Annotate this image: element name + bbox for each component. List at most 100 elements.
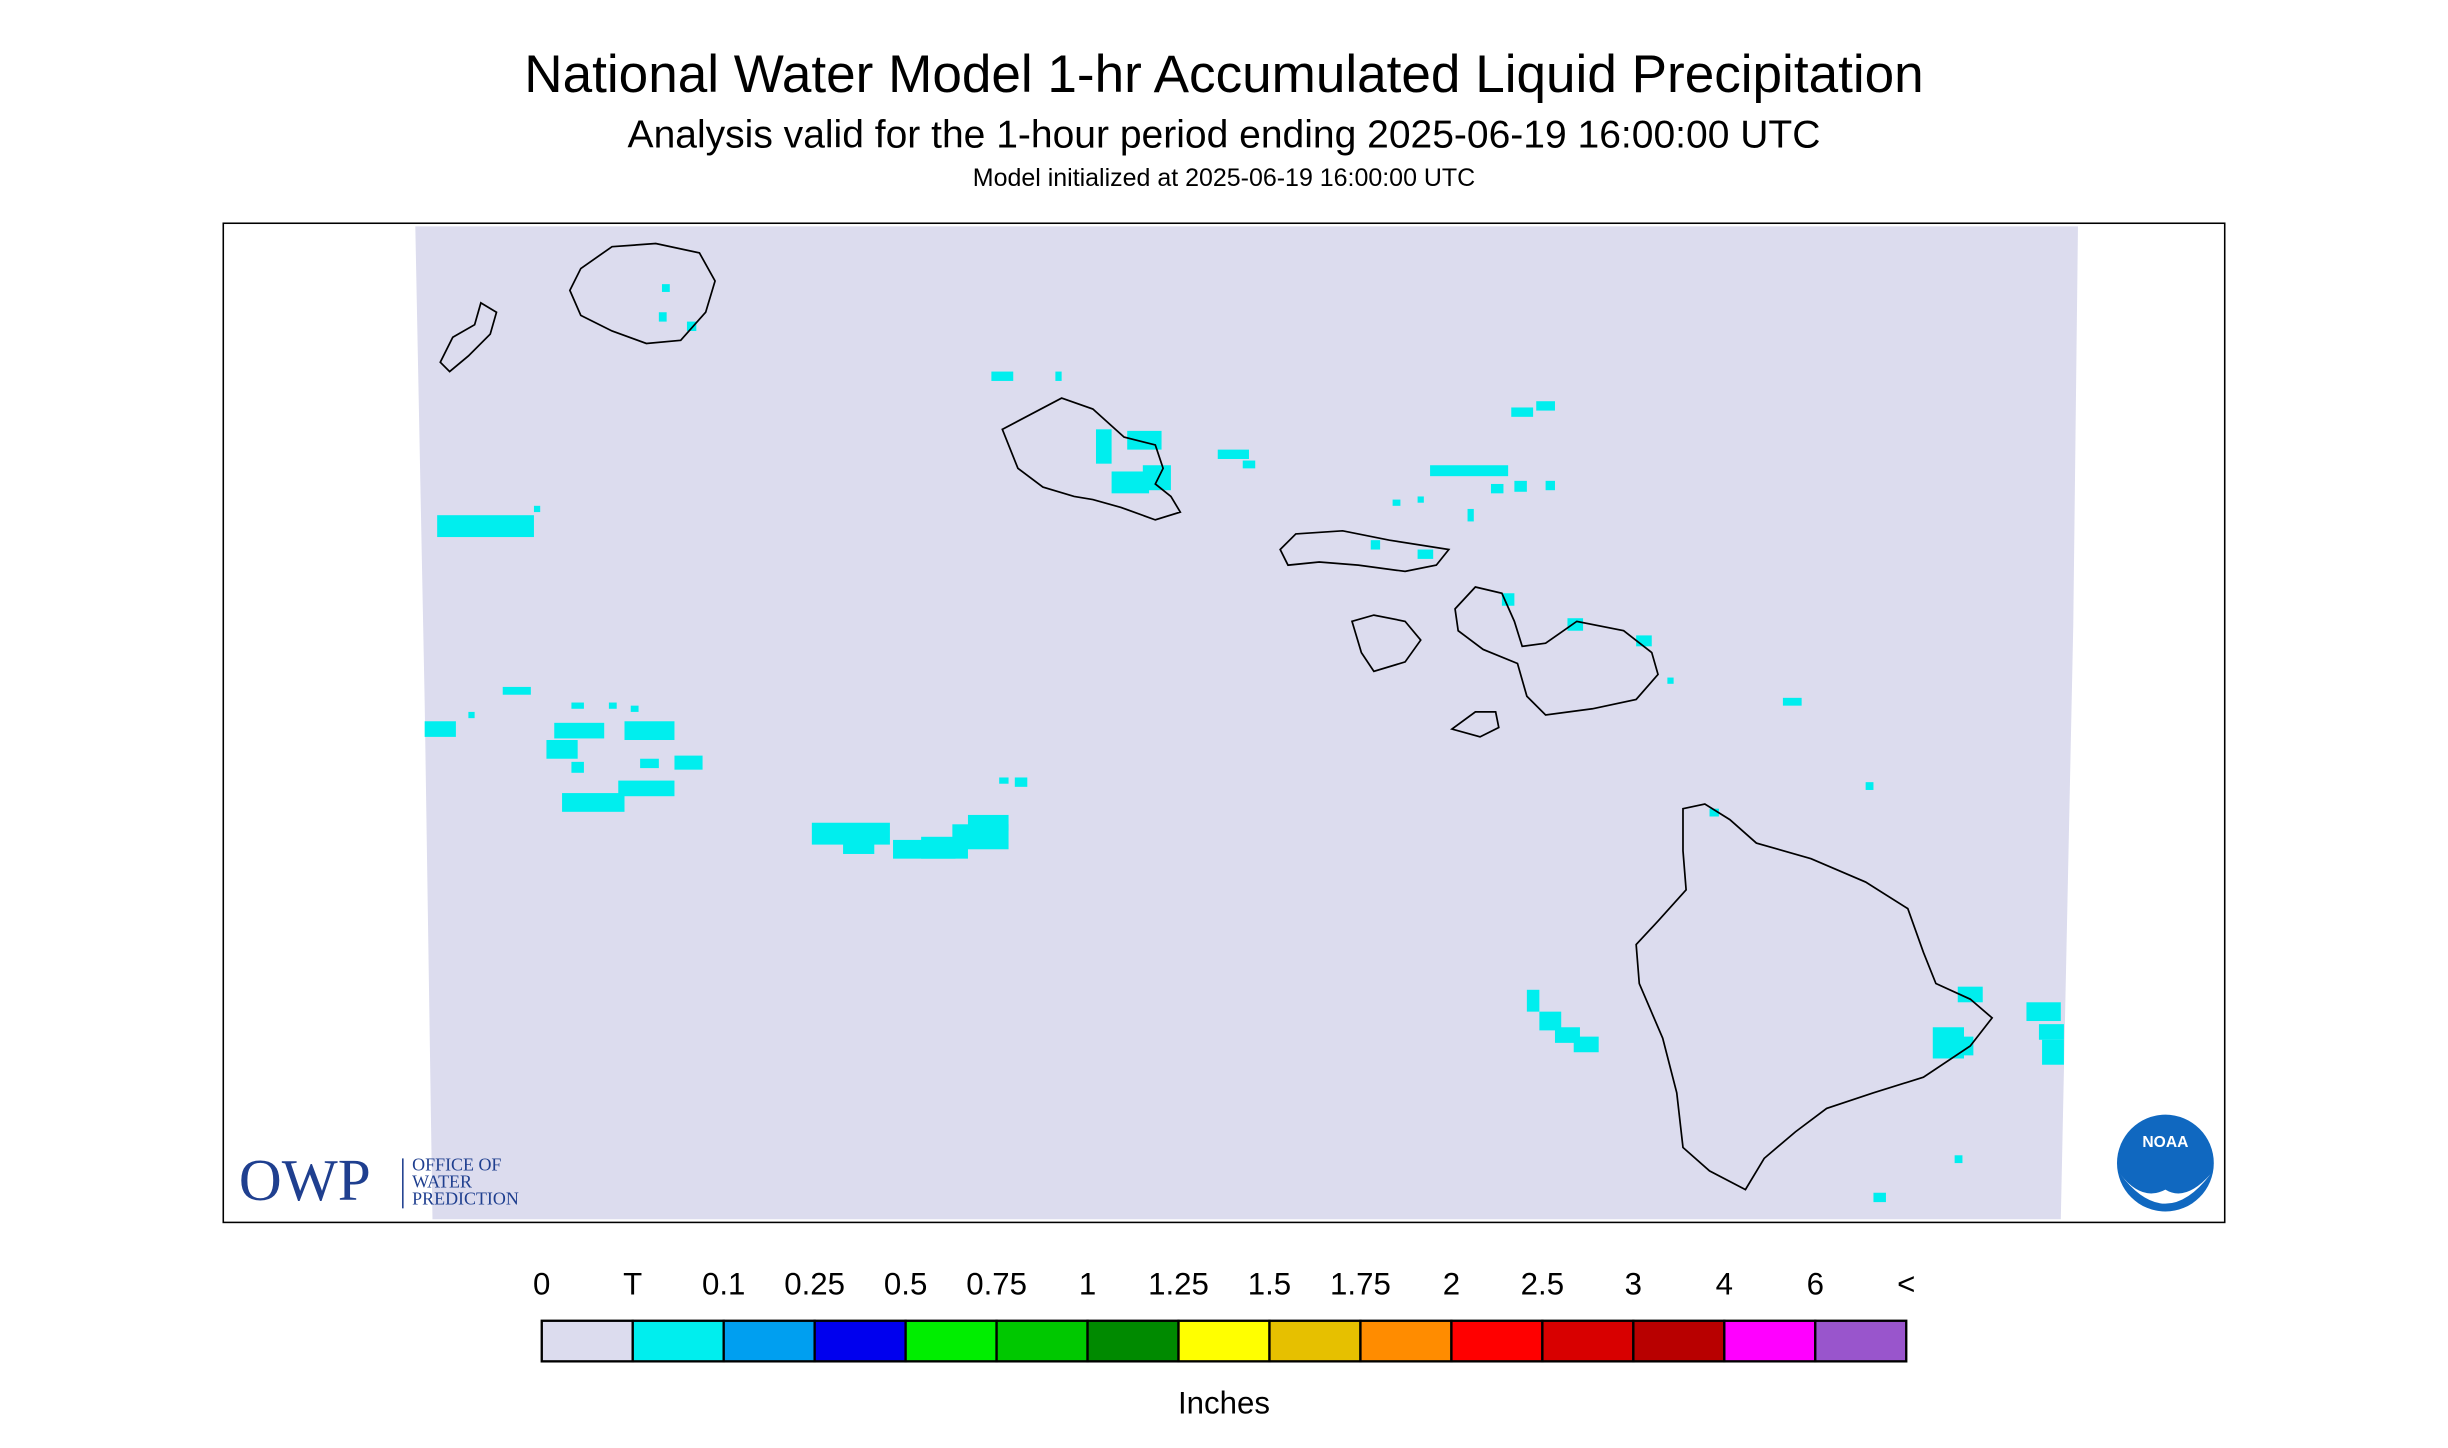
precip-patch: [640, 758, 659, 769]
precip-patch: [618, 780, 675, 797]
legend-label: T: [623, 1267, 642, 1302]
legend-label: 0.75: [966, 1267, 1027, 1302]
precip-patch: [1545, 480, 1555, 491]
precip-patch: [1217, 449, 1249, 459]
precip-patch: [991, 371, 1014, 381]
precip-patch: [1490, 483, 1504, 494]
precip-patch: [1573, 1036, 1599, 1053]
legend-unit: Inches: [1178, 1385, 1270, 1420]
legend-label: 1: [1079, 1267, 1096, 1302]
precip-patch: [1709, 808, 1719, 817]
precip-patch: [1942, 1036, 1974, 1056]
precip-patch: [1954, 1155, 1963, 1164]
precip-patch: [1514, 480, 1527, 492]
precip-patch: [1142, 465, 1171, 491]
legend-swatch: [1632, 1319, 1726, 1363]
legend-swatch: [1086, 1319, 1180, 1363]
precip-patch: [843, 835, 875, 854]
legend-swatch: [904, 1319, 998, 1363]
precip-patch: [624, 721, 675, 741]
lanai: [1350, 614, 1422, 673]
precip-patch: [674, 755, 703, 770]
legend-swatch: [1541, 1319, 1635, 1363]
oahu: [1001, 397, 1182, 521]
legend-label: 2: [1443, 1267, 1460, 1302]
legend-label: 0: [533, 1267, 550, 1302]
precip-patch: [2038, 1024, 2064, 1040]
precip-patch: [1501, 593, 1515, 606]
precip-patch: [1055, 371, 1062, 381]
legend-swatch: [540, 1319, 634, 1363]
legend-label: 3: [1625, 1267, 1642, 1302]
legend-swatch: [1814, 1319, 1908, 1363]
precip-patch: [1511, 407, 1534, 417]
precip-patch: [533, 505, 541, 513]
legend-label: 6: [1807, 1267, 1824, 1302]
precip-patch: [468, 711, 475, 719]
precip-patch: [1873, 1192, 1886, 1203]
legend-swatch: [631, 1319, 725, 1363]
precip-patch: [562, 793, 625, 812]
precip-patch: [1865, 782, 1874, 790]
precip-patch: [658, 312, 667, 322]
precip-patch: [424, 721, 456, 737]
precip-patch: [2042, 1039, 2064, 1065]
legend-swatch: [1723, 1319, 1817, 1363]
noaa-logo: [2116, 1114, 2214, 1212]
precip-patch: [1392, 499, 1401, 506]
legend-swatch: [1268, 1319, 1362, 1363]
legend-label: 2.5: [1521, 1267, 1564, 1302]
legend-label: 0.25: [784, 1267, 845, 1302]
legend-swatch: [1359, 1319, 1453, 1363]
hawaii: [1635, 803, 1994, 1191]
precip-patch: [546, 740, 578, 759]
legend-swatch: [995, 1319, 1089, 1363]
precip-patch: [502, 686, 531, 695]
legend-label: 1.25: [1148, 1267, 1209, 1302]
kahoolawe: [1449, 711, 1500, 738]
legend-label: 1.5: [1248, 1267, 1291, 1302]
legend-label: <: [1897, 1267, 1915, 1302]
precip-patch: [1014, 777, 1028, 787]
owp-logo: OWP: [239, 1147, 371, 1213]
precip-patch: [437, 515, 534, 538]
legend-swatch: [1177, 1319, 1271, 1363]
precip-patch: [1467, 508, 1474, 522]
precip-patch: [661, 284, 670, 292]
precip-patch: [1536, 401, 1555, 411]
precip-patch: [1636, 635, 1652, 647]
precip-patch: [1370, 540, 1381, 550]
coastlines: [439, 242, 1994, 1191]
precip-patch: [1957, 986, 1983, 1003]
precip-patch: [999, 777, 1009, 784]
legend-swatch: [813, 1319, 907, 1363]
precip-patch: [1111, 471, 1150, 494]
precip-patch: [1539, 1011, 1562, 1031]
precip-patch: [1567, 618, 1584, 631]
kauai: [568, 242, 716, 345]
title: National Water Model 1-hr Accumulated Li…: [524, 45, 1923, 104]
map-area: [415, 226, 2078, 1220]
precip-patch: [2026, 1002, 2061, 1022]
legend-label: 0.1: [702, 1267, 745, 1302]
precip-patch: [1095, 429, 1112, 464]
precip-patch: [967, 814, 1009, 831]
precip-patch: [1417, 549, 1434, 559]
init-time: Model initialized at 2025-06-19 16:00:00…: [973, 164, 1475, 192]
legend-swatch: [722, 1319, 816, 1363]
legend-label: 1.75: [1330, 1267, 1391, 1302]
precip-patch: [1526, 989, 1540, 1012]
owp-name-line: PREDICTION: [412, 1189, 519, 1209]
map-frame: [222, 222, 2226, 1224]
maui: [1454, 586, 1659, 716]
niihau: [439, 301, 498, 373]
precip-patch: [554, 722, 605, 739]
precip-patch: [686, 321, 697, 331]
subtitle: Analysis valid for the 1-hour period end…: [628, 114, 1821, 157]
analysis-domain: [415, 226, 2078, 1220]
owp-name-line: OFFICE OF: [412, 1154, 501, 1174]
precip-patch: [1417, 496, 1424, 503]
